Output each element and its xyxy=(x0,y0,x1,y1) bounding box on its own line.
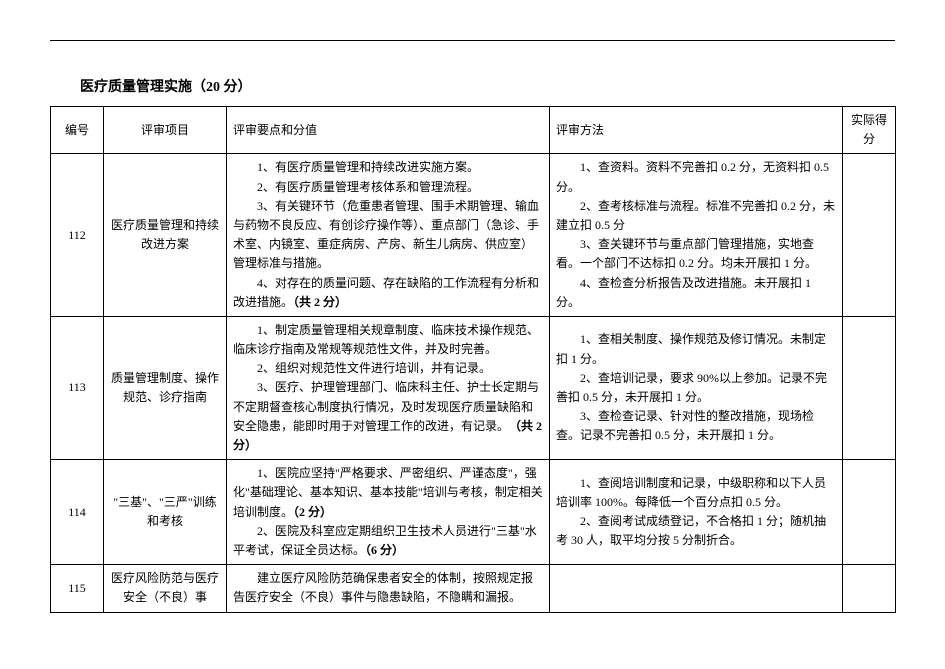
method-line: 2、查阅考试成绩登记，不合格扣 1 分；随机抽考 30 人，取平均分按 5 分制… xyxy=(556,512,836,550)
header-id: 编号 xyxy=(51,107,104,154)
horizontal-rule xyxy=(50,40,895,41)
point-line: 建立医疗风险防范确保患者安全的体制，按照规定报告医疗安全（不良）事件与隐患缺陷，… xyxy=(233,569,543,607)
method-line: 2、查培训记录，要求 90%以上参加。记录不完善扣 0.5 分，未开展扣 1 分… xyxy=(556,369,836,407)
method-line: 1、查阅培训制度和记录，中级职称和以下人员培训率 100%。每降低一个百分点扣 … xyxy=(556,474,836,512)
cell-method: 1、查相关制度、操作规范及修订情况。未制定扣 1 分。 2、查培训记录，要求 9… xyxy=(550,316,843,459)
point-line: 3、有关键环节（危重患者管理、围手术期管理、输血与药物不良反应、有创诊疗操作等）… xyxy=(233,197,543,274)
cell-id: 113 xyxy=(51,316,104,459)
cell-points: 建立医疗风险防范确保患者安全的体制，按照规定报告医疗安全（不良）事件与隐患缺陷，… xyxy=(227,565,550,612)
cell-id: 112 xyxy=(51,154,104,317)
point-score: （6 分） xyxy=(365,543,404,557)
evaluation-table: 编号 评审项目 评审要点和分值 评审方法 实际得分 112 医疗质量管理和持续改… xyxy=(50,106,896,613)
point-line: 4、对存在的质量问题、存在缺陷的工作流程有分析和改进措施。（共 2 分） xyxy=(233,274,543,312)
table-row: 113 质量管理制度、操作规范、诊疗指南 1、制定质量管理相关规章制度、临床技术… xyxy=(51,316,896,459)
method-line: 1、查相关制度、操作规范及修订情况。未制定扣 1 分。 xyxy=(556,330,836,368)
cell-id: 115 xyxy=(51,565,104,612)
point-line: 1、医院应坚持"严格要求、严密组织、严谨态度"，强化"基础理论、基本知识、基本技… xyxy=(233,464,543,522)
cell-method xyxy=(550,565,843,612)
header-method: 评审方法 xyxy=(550,107,843,154)
cell-item: 医疗质量管理和持续改进方案 xyxy=(104,154,227,317)
table-row: 115 医疗风险防范与医疗安全（不良）事 建立医疗风险防范确保患者安全的体制，按… xyxy=(51,565,896,612)
point-line: 3、医疗、护理管理部门、临床科主任、护士长定期与不定期督查核心制度执行情况，及时… xyxy=(233,378,543,455)
point-line: 1、有医疗质量管理和持续改进实施方案。 xyxy=(233,158,543,177)
table-row: 112 医疗质量管理和持续改进方案 1、有医疗质量管理和持续改进实施方案。 2、… xyxy=(51,154,896,317)
table-header-row: 编号 评审项目 评审要点和分值 评审方法 实际得分 xyxy=(51,107,896,154)
cell-score xyxy=(843,565,896,612)
cell-score xyxy=(843,316,896,459)
method-line: 1、查资料。资料不完善扣 0.2 分，无资料扣 0.5 分。 xyxy=(556,158,836,196)
method-line: 2、查考核标准与流程。标准不完善扣 0.2 分，未建立扣 0.5 分 xyxy=(556,197,836,235)
cell-score xyxy=(843,460,896,565)
cell-method: 1、查资料。资料不完善扣 0.2 分，无资料扣 0.5 分。 2、查考核标准与流… xyxy=(550,154,843,317)
point-line: 2、组织对规范性文件进行培训，并有记录。 xyxy=(233,359,543,378)
cell-item: 医疗风险防范与医疗安全（不良）事 xyxy=(104,565,227,612)
cell-score xyxy=(843,154,896,317)
point-score: （共 2 分） xyxy=(293,295,347,309)
cell-method: 1、查阅培训制度和记录，中级职称和以下人员培训率 100%。每降低一个百分点扣 … xyxy=(550,460,843,565)
point-text: 1、医院应坚持"严格要求、严密组织、严谨态度"，强化"基础理论、基本知识、基本技… xyxy=(233,466,543,518)
cell-points: 1、医院应坚持"严格要求、严密组织、严谨态度"，强化"基础理论、基本知识、基本技… xyxy=(227,460,550,565)
point-line: 2、医院及科室应定期组织卫生技术人员进行"三基"水平考试，保证全员达标。（6 分… xyxy=(233,522,543,560)
point-text: 3、医疗、护理管理部门、临床科主任、护士长定期与不定期督查核心制度执行情况，及时… xyxy=(233,380,539,432)
header-score: 实际得分 xyxy=(843,107,896,154)
cell-id: 114 xyxy=(51,460,104,565)
section-title: 医疗质量管理实施（20 分） xyxy=(80,76,895,96)
method-line: 3、查检查记录、针对性的整改措施，现场检查。记录不完善扣 0.5 分，未开展扣 … xyxy=(556,407,836,445)
method-line: 4、查检查分析报告及改进措施。未开展扣 1 分。 xyxy=(556,274,836,312)
point-line: 2、有医疗质量管理考核体系和管理流程。 xyxy=(233,178,543,197)
point-text: 4、对存在的质量问题、存在缺陷的工作流程有分析和改进措施。 xyxy=(233,276,539,309)
point-line: 1、制定质量管理相关规章制度、临床技术操作规范、临床诊疗指南及常规等规范性文件，… xyxy=(233,321,543,359)
point-score: （2 分） xyxy=(293,505,332,519)
cell-item: "三基"、"三严"训练和考核 xyxy=(104,460,227,565)
cell-points: 1、制定质量管理相关规章制度、临床技术操作规范、临床诊疗指南及常规等规范性文件，… xyxy=(227,316,550,459)
header-item: 评审项目 xyxy=(104,107,227,154)
cell-points: 1、有医疗质量管理和持续改进实施方案。 2、有医疗质量管理考核体系和管理流程。 … xyxy=(227,154,550,317)
header-points: 评审要点和分值 xyxy=(227,107,550,154)
method-line: 3、查关键环节与重点部门管理措施，实地查看。一个部门不达标扣 0.2 分。均未开… xyxy=(556,235,836,273)
table-row: 114 "三基"、"三严"训练和考核 1、医院应坚持"严格要求、严密组织、严谨态… xyxy=(51,460,896,565)
cell-item: 质量管理制度、操作规范、诊疗指南 xyxy=(104,316,227,459)
